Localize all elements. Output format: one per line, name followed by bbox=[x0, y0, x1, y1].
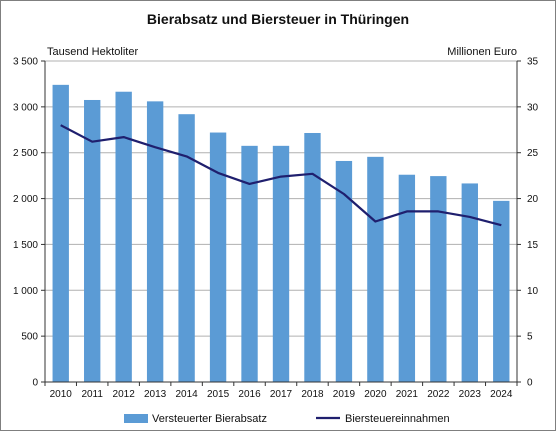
y-right-tick-label: 30 bbox=[527, 102, 539, 113]
bar bbox=[146, 101, 164, 383]
y-left-tick-label: 500 bbox=[21, 332, 38, 343]
bar bbox=[398, 174, 416, 382]
bar bbox=[209, 132, 227, 382]
y-left-tick-label: 1 500 bbox=[13, 240, 38, 251]
bar bbox=[115, 91, 132, 382]
y-left-tick-label: 3 000 bbox=[13, 102, 38, 113]
x-tick-label: 2023 bbox=[459, 389, 482, 400]
x-tick-label: 2019 bbox=[333, 389, 356, 400]
bar bbox=[335, 160, 353, 382]
y-right-tick-label: 5 bbox=[527, 332, 533, 343]
y-left-tick-label: 3 500 bbox=[13, 57, 38, 68]
bar bbox=[241, 145, 258, 382]
y-right-tick-label: 10 bbox=[527, 286, 539, 297]
chart-title: Bierabsatz und Biersteuer in Thüringen bbox=[146, 11, 410, 27]
y-right-tick-label: 25 bbox=[527, 148, 539, 159]
y-right-tick-label: 15 bbox=[527, 240, 539, 251]
x-tick-label: 2021 bbox=[396, 389, 419, 400]
x-tick-label: 2013 bbox=[144, 389, 167, 400]
y-left-tick-label: 1 000 bbox=[13, 286, 38, 297]
bar bbox=[84, 99, 101, 382]
legend-swatch-bar bbox=[124, 414, 148, 423]
x-tick-label: 2020 bbox=[364, 389, 387, 400]
x-tick-label: 2024 bbox=[490, 389, 513, 400]
bar bbox=[461, 183, 478, 382]
legend-label-bar: Versteuerter Bierabsatz bbox=[152, 413, 267, 425]
bar bbox=[304, 132, 321, 382]
y-left-tick-label: 2 000 bbox=[13, 194, 38, 205]
bar bbox=[430, 176, 447, 382]
x-tick-label: 2016 bbox=[238, 389, 261, 400]
bar bbox=[52, 84, 69, 383]
bar bbox=[367, 156, 384, 382]
x-tick-label: 2022 bbox=[427, 389, 450, 400]
legend-label-line: Biersteuereinnahmen bbox=[345, 413, 450, 425]
x-tick-label: 2018 bbox=[301, 389, 324, 400]
bar bbox=[178, 114, 195, 383]
y-right-tick-label: 35 bbox=[527, 57, 539, 68]
x-tick-label: 2012 bbox=[113, 389, 136, 400]
y-axis-left-title: Tausend Hektoliter bbox=[47, 46, 139, 58]
y-right-tick-label: 0 bbox=[527, 378, 533, 389]
x-tick-label: 2015 bbox=[207, 389, 230, 400]
y-left-tick-label: 0 bbox=[32, 378, 38, 389]
x-tick-label: 2014 bbox=[175, 389, 198, 400]
bar bbox=[493, 200, 510, 382]
bar bbox=[272, 145, 290, 382]
series-line bbox=[60, 124, 502, 227]
x-tick-label: 2010 bbox=[50, 389, 73, 400]
y-right-tick-label: 20 bbox=[527, 194, 539, 205]
x-tick-label: 2017 bbox=[270, 389, 293, 400]
y-axis-right-title: Millionen Euro bbox=[447, 46, 517, 58]
x-tick-label: 2011 bbox=[81, 389, 103, 400]
y-left-tick-label: 2 500 bbox=[13, 148, 38, 159]
